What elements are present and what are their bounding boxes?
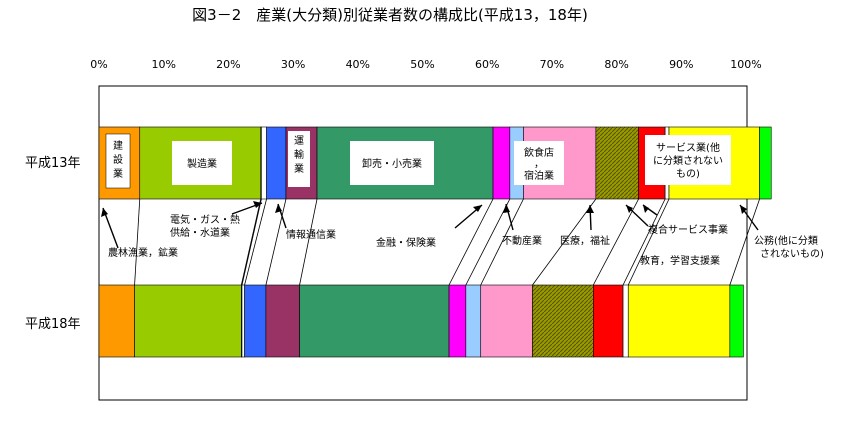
label-box-unyu: [288, 131, 310, 187]
row-label-h13: 平成13年: [25, 156, 81, 171]
annotation-komu-line1: 公務(他に分類: [754, 234, 818, 247]
label-kensetsu: 建設業: [113, 139, 123, 180]
annotation-fudosan: 不動産業: [502, 234, 542, 247]
chart-title: 図3－2 産業(大分類)別従業者数の構成比(平成13，18年): [192, 6, 588, 24]
label-box-inshoku: [514, 141, 564, 185]
x-axis-ticks: 0% 10% 20% 30% 40% 50% 60% 70% 80% 90% 100%: [90, 58, 761, 71]
bar-segment: [622, 284, 629, 358]
bar-segment: [134, 284, 242, 358]
bar-segment: [480, 284, 533, 358]
x-tick-label: 80%: [604, 58, 628, 71]
connector-line: [627, 198, 670, 286]
label-box-oroshi: [350, 141, 434, 185]
annotation-iryo: 医療，福祉: [560, 234, 610, 247]
x-tick-label: 30%: [281, 58, 305, 71]
row-label-h18: 平成18年: [25, 317, 81, 332]
bar-segment: [448, 284, 467, 358]
connector-line: [241, 198, 262, 286]
bar-segment: [265, 284, 300, 358]
x-tick-label: 40%: [346, 58, 370, 71]
bar-segment: [593, 284, 624, 358]
bar-segment: [532, 284, 594, 358]
connector-line: [532, 198, 597, 286]
connector-line: [134, 198, 141, 286]
connector-line: [299, 198, 318, 286]
bar-segment: [492, 126, 511, 200]
bar-segment: [261, 126, 267, 200]
bar-segment: [465, 284, 482, 358]
bar-segment: [729, 284, 744, 358]
connector-lines: [134, 198, 760, 286]
connector-line: [240, 198, 262, 286]
annotation-komu-line2: されないもの): [760, 248, 824, 260]
connector-line: [480, 198, 524, 286]
connector-line: [244, 198, 267, 286]
connector-line: [465, 198, 511, 286]
label-box-service: [645, 135, 731, 185]
x-tick-label: 10%: [151, 58, 175, 71]
annotation-kyoiku: 教育，学習支援業: [640, 254, 720, 267]
connector-line: [592, 198, 639, 286]
x-tick-label: 20%: [216, 58, 240, 71]
annotation-kinyu: 金融・保険業: [376, 236, 436, 249]
bar-segment: [98, 284, 135, 358]
x-tick-label: 0%: [90, 58, 107, 71]
label-service: サービス業(他に分類されないもの): [653, 141, 723, 180]
x-tick-label: 70%: [540, 58, 564, 71]
bar-segment: [595, 126, 639, 200]
label-seizo: 製造業: [187, 157, 217, 170]
bar-segment: [759, 126, 772, 200]
label-unyu: 運輸業: [294, 135, 304, 175]
x-tick-label: 50%: [410, 58, 434, 71]
annotation-joho: 情報通信業: [286, 228, 336, 241]
x-tick-label: 100%: [730, 58, 761, 71]
annotation-denki-line2: 供給・水道業: [170, 226, 230, 239]
connector-line: [622, 198, 666, 286]
x-tick-label: 60%: [475, 58, 499, 71]
label-inshoku: 飲食店，宿泊業: [524, 146, 554, 182]
connector-line: [448, 198, 494, 286]
bar-segment: [627, 284, 731, 358]
label-box-kensetsu: [105, 133, 131, 189]
label-box-seizo: [172, 141, 232, 185]
bar-segment: [266, 126, 287, 200]
x-tick-label: 90%: [669, 58, 693, 71]
annotation-norin: 農林漁業，鉱業: [108, 246, 178, 259]
bar-segment: [299, 284, 450, 358]
arrow-heads: [101, 201, 747, 217]
bar-segment: [244, 284, 267, 358]
bar-segment: [241, 284, 245, 358]
connector-line: [265, 198, 287, 286]
annotation-denki-line1: 電気・ガス・熱: [170, 213, 240, 226]
connector-line: [729, 198, 760, 286]
label-oroshi: 卸売・小売業: [362, 157, 422, 170]
annotation-fukugo: 複合サービス事業: [648, 223, 728, 236]
